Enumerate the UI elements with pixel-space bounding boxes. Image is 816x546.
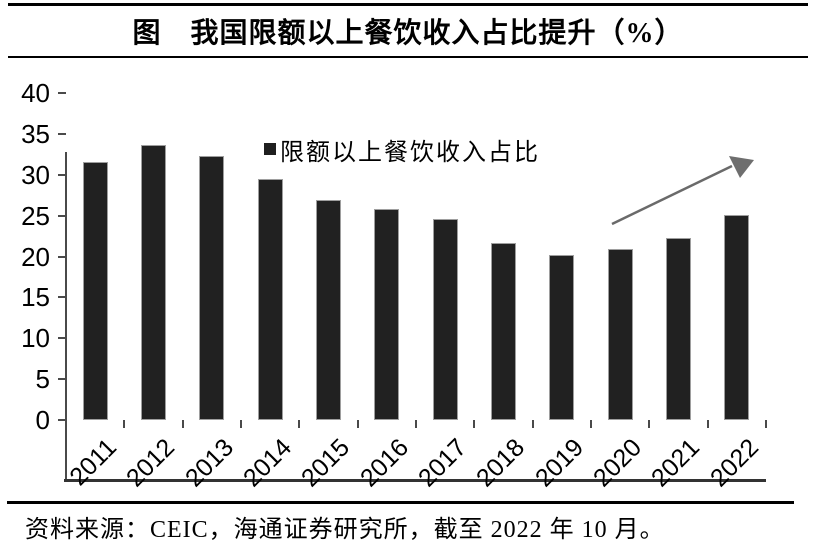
x-tick-mark: [239, 420, 242, 428]
y-tick-mark: [58, 173, 66, 176]
x-tick-mark: [298, 420, 301, 428]
figure-title: 图 我国限额以上餐饮收入占比提升（%）: [132, 18, 684, 49]
y-axis-label: 10: [21, 323, 50, 354]
x-tick-mark: [181, 420, 184, 428]
y-tick-mark: [58, 419, 66, 421]
bar-2014: [257, 178, 283, 420]
y-axis-label: 35: [21, 118, 50, 149]
x-tick-mark: [473, 420, 476, 428]
x-axis-line: [64, 479, 766, 482]
y-axis-label: 5: [35, 364, 50, 395]
y-tick-mark: [58, 337, 66, 340]
x-axis-label: 2011: [64, 433, 123, 492]
x-axis-label: 2015: [296, 433, 356, 493]
title-divider-rule: [8, 56, 808, 58]
y-axis-label: 15: [21, 282, 50, 313]
x-axis-label: 2017: [413, 433, 473, 493]
x-tick-mark: [414, 420, 417, 428]
x-tick-mark: [589, 420, 592, 428]
legend-square-icon: [264, 143, 276, 155]
x-tick-mark: [356, 420, 359, 428]
top-rule: [8, 3, 808, 6]
x-tick-mark: [764, 420, 767, 428]
y-axis-label: 0: [35, 405, 50, 435]
x-tick-mark: [706, 420, 709, 428]
bar-2016: [374, 209, 400, 420]
bar-2012: [140, 145, 166, 420]
y-tick-mark: [58, 132, 66, 135]
y-tick-mark: [58, 255, 66, 258]
x-axis-label: 2022: [704, 433, 764, 493]
x-tick-mark: [531, 420, 534, 428]
bar-2015: [315, 200, 341, 420]
x-axis-label: 2013: [179, 433, 239, 493]
bar-2013: [199, 155, 225, 420]
source-note: 资料来源：CEIC，海通证券研究所，截至 2022 年 10 月。: [25, 517, 665, 543]
bar-2017: [432, 218, 458, 420]
bar-2022: [724, 214, 750, 420]
x-axis-label: 2016: [354, 433, 414, 493]
legend-label: 限额以上餐饮收入占比: [280, 139, 540, 166]
bar-chart: 限额以上餐饮收入占比 0 5 10 15 20 25 30 35 40 2011 2012 2013 2…: [0, 60, 816, 500]
chart-legend: 限额以上餐饮收入占比: [264, 138, 540, 166]
x-tick-mark: [123, 420, 126, 428]
x-tick-mark: [648, 420, 651, 428]
y-axis-label: 25: [21, 200, 50, 231]
bar-2011: [82, 162, 108, 420]
trend-arrow-head-icon: [729, 156, 754, 178]
y-axis-label: 20: [21, 241, 50, 272]
footer-rule: [7, 501, 794, 504]
trend-arrow-line: [611, 164, 733, 226]
y-axis-label: 30: [21, 159, 50, 190]
bar-2018: [490, 242, 516, 420]
y-axis-label: 40: [21, 78, 50, 108]
bar-2020: [607, 249, 633, 420]
y-tick-mark: [58, 92, 66, 94]
x-axis-label: 2012: [121, 433, 181, 493]
y-tick-mark: [58, 296, 66, 299]
y-axis-line: [65, 152, 67, 481]
x-axis-label: 2019: [529, 433, 589, 493]
x-axis-label: 2020: [588, 433, 648, 493]
bar-2019: [549, 254, 575, 420]
x-axis-label: 2014: [238, 433, 298, 493]
y-tick-mark: [58, 378, 66, 381]
y-tick-mark: [58, 214, 66, 217]
x-tick-mark: [65, 420, 67, 428]
bar-2021: [665, 237, 691, 420]
x-axis-label: 2018: [471, 433, 531, 493]
x-axis-label: 2021: [646, 433, 706, 493]
